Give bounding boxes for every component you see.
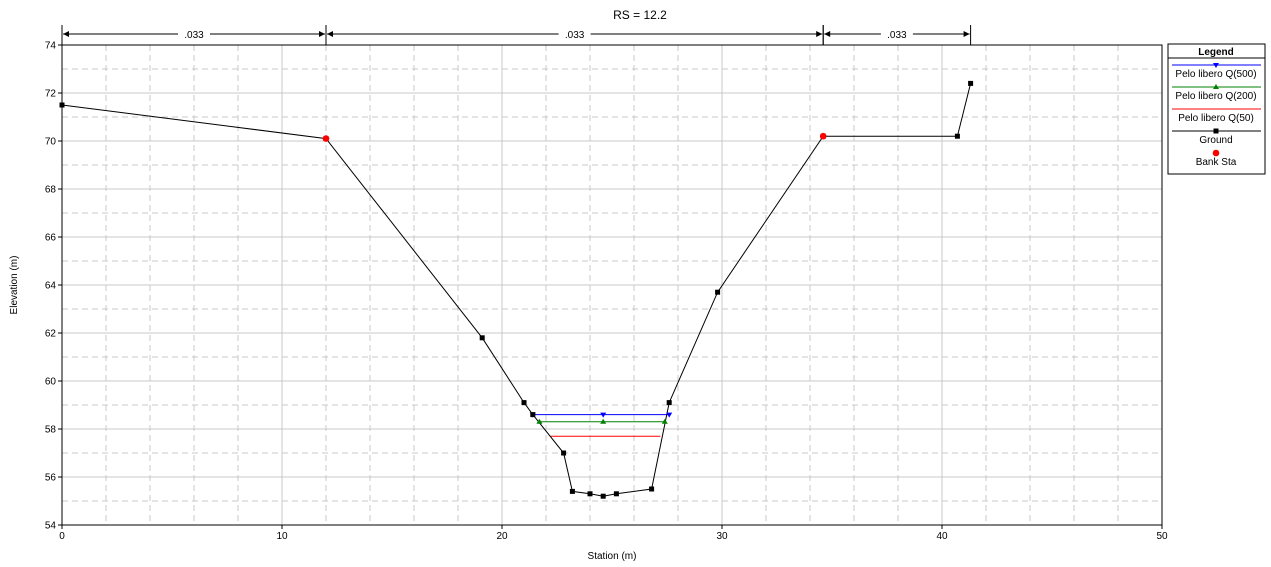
manning-n-label: .033 (184, 30, 204, 41)
zone-arrowhead (63, 31, 69, 37)
legend-label-pelo-libero-q-50: Pelo libero Q(50) (1178, 113, 1254, 124)
pelo-libero-q-500-point (666, 412, 673, 418)
y-tick-label: 70 (45, 137, 57, 148)
legend-label-pelo-libero-q-200: Pelo libero Q(200) (1175, 91, 1256, 102)
x-axis-title: Station (m) (588, 551, 637, 562)
ground-line (61, 83, 972, 497)
ground-point (666, 400, 672, 406)
pelo-libero-q-200-point (661, 418, 668, 424)
ground-point (954, 133, 960, 139)
ground-point (521, 400, 527, 406)
ground-point (530, 412, 536, 418)
y-tick-label: 64 (45, 281, 57, 292)
legend-label-bank-sta: Bank Sta (1196, 157, 1237, 168)
x-tick-label: 0 (59, 531, 65, 542)
legend-marker-pelo-libero-q-500 (1213, 63, 1219, 68)
x-tick-label: 20 (496, 531, 508, 542)
series-markers (59, 80, 974, 499)
ground-point (479, 335, 485, 341)
x-tick-label: 40 (936, 531, 948, 542)
manning-n-label: .033 (887, 30, 907, 41)
y-tick-label: 58 (45, 425, 57, 436)
manning-n-annotations: .033 .033 .033 (61, 25, 972, 45)
y-tick-label: 62 (45, 329, 57, 340)
legend: Legend Pelo libero Q(500) Pelo libero Q(2… (1167, 43, 1266, 175)
axis-ticks: 0 10 20 30 40 50 54 56 58 60 62 64 66 68 70 72 74 (45, 41, 1168, 543)
manning-n-label: .033 (565, 30, 585, 41)
y-tick-label: 56 (45, 473, 57, 484)
legend-marker-bank-sta (1212, 149, 1220, 157)
bank-sta-point (819, 132, 827, 140)
legend-marker-pelo-libero-q-200 (1213, 84, 1219, 89)
y-tick-label: 54 (45, 521, 57, 532)
ground-point (613, 491, 619, 497)
ground-point (587, 491, 593, 497)
ground-point (600, 493, 606, 499)
ground-point (715, 289, 721, 295)
ground-point (968, 80, 974, 86)
y-axis-title: Elevation (m) (9, 256, 20, 315)
legend-title: Legend (1198, 47, 1234, 58)
pelo-libero-q-500-point (600, 412, 607, 418)
legend-label-pelo-libero-q-500: Pelo libero Q(500) (1175, 69, 1256, 80)
series-lines (61, 83, 972, 497)
zone-arrowhead (824, 31, 831, 37)
zone-arrowhead (963, 31, 970, 37)
pelo-libero-q-200-point (600, 418, 607, 424)
bank-sta-point (322, 135, 330, 142)
ground-point (561, 450, 567, 456)
y-tick-label: 60 (45, 377, 57, 388)
chart-title: RS = 12.2 (613, 8, 667, 22)
y-tick-label: 74 (45, 41, 57, 52)
y-tick-label: 68 (45, 185, 57, 196)
ground-point (59, 102, 65, 108)
zone-arrowhead (816, 31, 823, 37)
zone-arrowhead (319, 31, 325, 37)
legend-label-ground: Ground (1199, 135, 1232, 146)
ground-point (569, 488, 575, 494)
pelo-libero-q-200-point (536, 418, 543, 424)
y-tick-label: 66 (45, 233, 57, 244)
ground-point (649, 486, 655, 492)
y-tick-label: 72 (45, 89, 57, 100)
legend-marker-ground (1213, 128, 1219, 134)
x-tick-label: 50 (1156, 531, 1168, 542)
zone-arrowhead (327, 31, 333, 37)
grid (62, 45, 1162, 525)
x-tick-label: 30 (716, 531, 728, 542)
x-tick-label: 10 (276, 531, 288, 542)
legend-entries: Pelo libero Q(500) Pelo libero Q(200) Pelo… (1172, 63, 1261, 168)
